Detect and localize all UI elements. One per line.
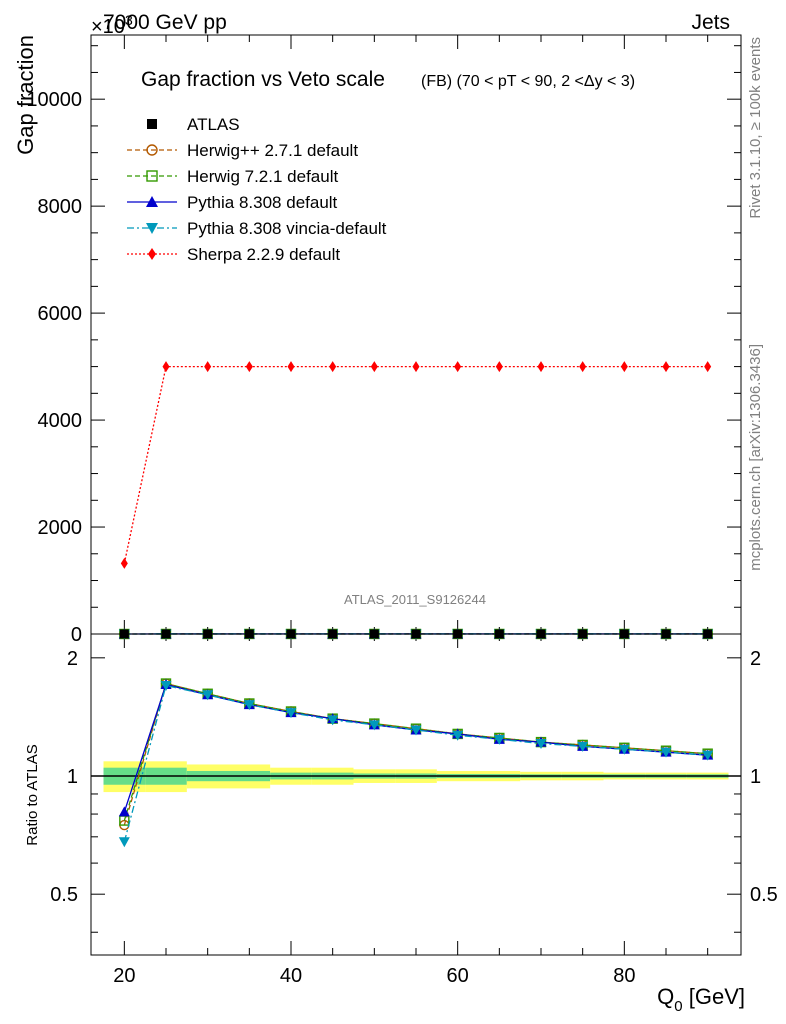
legend-label: Pythia 8.308 vincia-default <box>187 219 387 238</box>
mcplots-label: mcplots.cern.ch [arXiv:1306.3436] <box>747 344 764 571</box>
uncertainty-band <box>91 761 741 793</box>
y-tick-label: 6000 <box>38 303 83 325</box>
legend-label: Herwig++ 2.7.1 default <box>187 141 358 160</box>
legend-marker <box>146 223 158 234</box>
ratio-point <box>243 700 255 711</box>
main-series <box>120 361 712 569</box>
ratio-line <box>123 684 708 842</box>
analysis-watermark: ATLAS_2011_S9126244 <box>344 592 486 607</box>
ratio-point <box>410 725 422 736</box>
main-point <box>662 361 670 373</box>
legend-label: Pythia 8.308 default <box>187 193 338 212</box>
main-point <box>620 361 628 373</box>
ratio-y-tick-label-right: 1 <box>750 766 761 788</box>
ratio-series <box>118 681 714 848</box>
chart-title: Gap fraction vs Veto scale <box>141 68 385 91</box>
ratio-point <box>702 750 714 761</box>
y-tick-label: 10000 <box>26 89 82 111</box>
legend-marker <box>146 196 158 207</box>
ratio-y-tick-label-right: 2 <box>750 648 761 670</box>
ratio-line <box>123 682 708 826</box>
ratio-point <box>493 734 505 745</box>
legend-label: Sherpa 2.2.9 default <box>187 245 340 264</box>
x-tick-label: 60 <box>447 965 469 987</box>
ratio-point <box>118 806 130 817</box>
main-point <box>412 361 420 373</box>
legend-marker <box>148 248 156 260</box>
rivet-label: Rivet 3.1.10, ≥ 100k events <box>747 37 764 219</box>
ratio-point <box>660 747 672 758</box>
ratio-point <box>368 720 380 731</box>
ratio-point <box>452 730 464 741</box>
legend-label: ATLAS <box>187 115 240 134</box>
ratio-series <box>119 678 713 831</box>
y-tick-label: 0 <box>71 624 82 646</box>
ratio-y-tick-label: 2 <box>67 648 78 670</box>
main-point <box>704 361 712 373</box>
ratio-y-axis-label: Ratio to ATLAS <box>24 744 41 845</box>
x-tick-label: 80 <box>613 965 635 987</box>
y-tick-label: 2000 <box>38 517 83 539</box>
ratio-y-tick-label: 0.5 <box>50 884 78 906</box>
ratio-point <box>535 739 547 750</box>
y-tick-label: 8000 <box>38 196 83 218</box>
legend-marker <box>146 144 158 156</box>
chart-subtitle: (FB) (70 < pT < 90, 2 <Δy < 3) <box>421 73 635 90</box>
ratio-y-tick-label-right: 0.5 <box>750 884 778 906</box>
ratio-plot-frame <box>90 633 742 956</box>
main-point <box>537 361 545 373</box>
main-point <box>287 361 295 373</box>
ratio-point <box>618 744 630 755</box>
x-tick-label: 20 <box>113 965 135 987</box>
y-axis-label: Gap fraction <box>13 35 38 155</box>
main-point <box>370 361 378 373</box>
ratio-point <box>160 681 172 692</box>
main-point <box>454 361 462 373</box>
main-point <box>329 361 337 373</box>
x-tick-label: 40 <box>280 965 302 987</box>
ratio-y-tick-label: 1 <box>67 766 78 788</box>
legend-marker <box>146 170 158 182</box>
jets-label: Jets <box>691 11 730 34</box>
legend-label: Herwig 7.2.1 default <box>187 167 338 186</box>
main-point <box>495 361 503 373</box>
ratio-point <box>202 690 214 701</box>
main-point <box>204 361 212 373</box>
energy-label: 7000 GeV pp <box>103 11 227 34</box>
axis-exponent: ×103 <box>91 12 133 38</box>
ratio-point <box>118 837 130 848</box>
axis-ticks: 20 40 60 80 0 2000 4000 6000 8000 10000 0.5 0.5 1 1 2 2 <box>26 35 778 987</box>
legend-marker <box>147 119 157 129</box>
main-point <box>120 557 128 569</box>
ratio-point <box>327 715 339 726</box>
main-point <box>245 361 253 373</box>
y-tick-label: 4000 <box>38 410 83 432</box>
ratio-point <box>285 708 297 719</box>
ratio-point <box>577 741 589 752</box>
main-point <box>162 361 170 373</box>
ratio-line <box>123 682 708 821</box>
legend: ATLAS Herwig++ 2.7.1 default Herwig 7.2.1 … <box>127 115 387 264</box>
x-axis-label: Q0 [GeV] <box>657 984 745 1015</box>
main-point <box>579 361 587 373</box>
main-line <box>123 365 708 564</box>
